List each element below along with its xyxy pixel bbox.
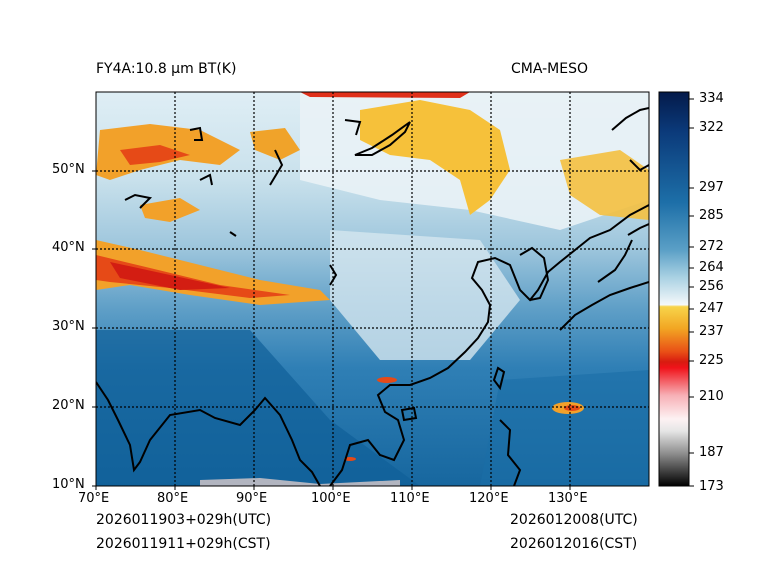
colorbar-label-225: 225 — [699, 353, 724, 368]
colorbar-label-285: 285 — [699, 208, 724, 223]
map-title: FY4A:10.8 μm BT(K) — [96, 61, 237, 77]
lon-label-90: 90°E — [236, 491, 268, 506]
colorbar-label-264: 264 — [699, 260, 724, 275]
lon-label-110: 110°E — [390, 491, 430, 506]
map-frame — [95, 91, 650, 487]
colorbar-label-247: 247 — [699, 301, 724, 316]
lat-label-50: 50°N — [52, 162, 85, 177]
colorbar-label-173: 173 — [699, 479, 724, 494]
valid-time-utc: 2026012008(UTC) — [510, 512, 638, 528]
axis-ticks — [92, 170, 571, 490]
lon-label-100: 100°E — [311, 491, 351, 506]
colorbar-label-272: 272 — [699, 239, 724, 254]
coastlines — [96, 107, 649, 486]
colorbar — [658, 91, 690, 487]
valid-time-cst: 2026012016(CST) — [510, 536, 638, 552]
lon-label-70: 70°E — [78, 491, 110, 506]
colorbar-label-237: 237 — [699, 324, 724, 339]
model-label: CMA-MESO — [511, 61, 589, 77]
lon-label-80: 80°E — [157, 491, 189, 506]
lat-label-30: 30°N — [52, 319, 85, 334]
lat-label-40: 40°N — [52, 240, 85, 255]
init-time-utc: 2026011903+029h(UTC) — [96, 512, 272, 528]
lat-label-20: 20°N — [52, 398, 85, 413]
colorbar-label-334: 334 — [699, 91, 724, 106]
colorbar-label-297: 297 — [699, 180, 724, 195]
colorbar-label-256: 256 — [699, 279, 724, 294]
brightness-temperature-field — [96, 92, 649, 486]
lon-label-130: 130°E — [548, 491, 588, 506]
colorbar-label-210: 210 — [699, 389, 724, 404]
colorbar-label-187: 187 — [699, 445, 724, 460]
graticule — [96, 92, 649, 486]
init-time-cst: 2026011911+029h(CST) — [96, 536, 271, 552]
lon-label-120: 120°E — [469, 491, 509, 506]
lat-label-10: 10°N — [52, 477, 85, 492]
colorbar-label-322: 322 — [699, 120, 724, 135]
colorbar-ticks — [689, 98, 694, 487]
